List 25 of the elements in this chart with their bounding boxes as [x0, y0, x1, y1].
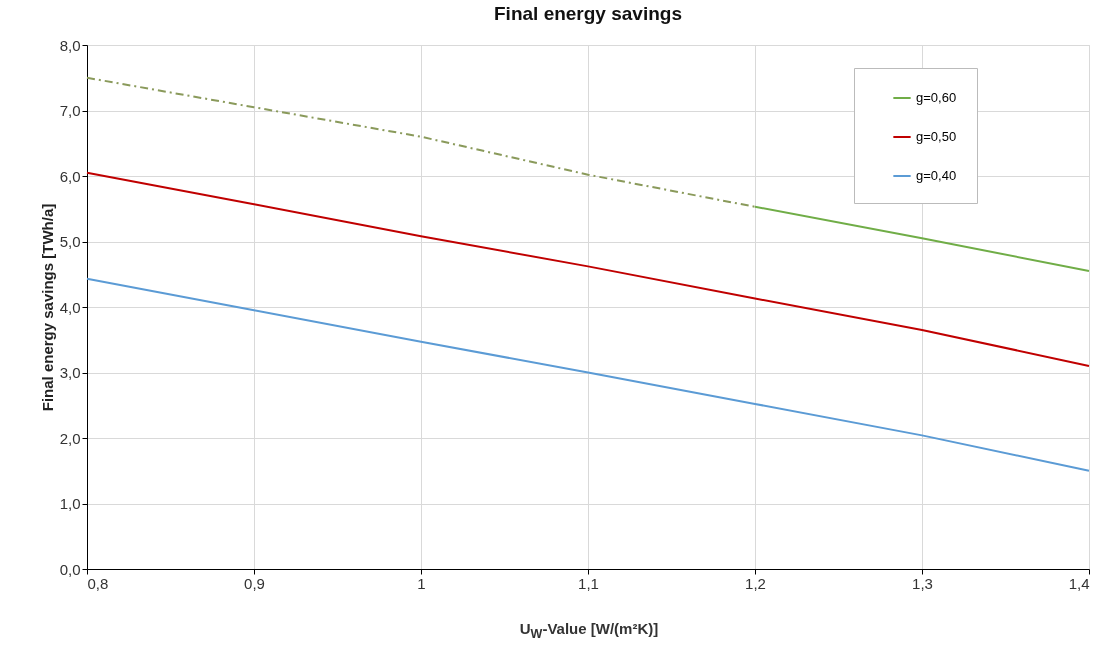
y-tick-label: 5,0	[59, 233, 81, 250]
y-tick-label: 6,0	[59, 167, 81, 185]
line-series	[86, 76, 756, 208]
line-series	[86, 171, 1090, 367]
y-tick-label: 3,0	[59, 364, 81, 381]
y-tick-label: 7,0	[59, 102, 81, 119]
y-axis-title: Final energy savings [TWh/a]	[38, 203, 56, 412]
x-tick-label: 0,9	[244, 574, 265, 592]
y-tick-label: 0,0	[59, 560, 81, 578]
x-axis-title: U$_{W}$-Value [W/(m²K)]	[518, 620, 660, 641]
line-series	[86, 277, 1090, 472]
x-tick-label: 0,8	[87, 574, 109, 592]
x-tick-label: 1,3	[912, 574, 933, 592]
chart-title: Final energy savings	[494, 3, 682, 24]
y-tick-label: 8,0	[59, 36, 81, 54]
legend-label: g=0,60	[916, 90, 957, 105]
x-tick-label: 1,4	[1068, 574, 1090, 592]
y-tick-label: 1,0	[59, 495, 81, 512]
y-tick-label: 4,0	[59, 298, 81, 316]
x-tick-label: 1,1	[578, 574, 599, 592]
legend-label: g=0,40	[916, 168, 957, 183]
legend-label: g=0,50	[916, 129, 957, 144]
x-tick-label: 1,2	[745, 574, 766, 592]
x-tick-label: 1	[417, 574, 426, 592]
y-tick-label: 2,0	[59, 429, 81, 447]
